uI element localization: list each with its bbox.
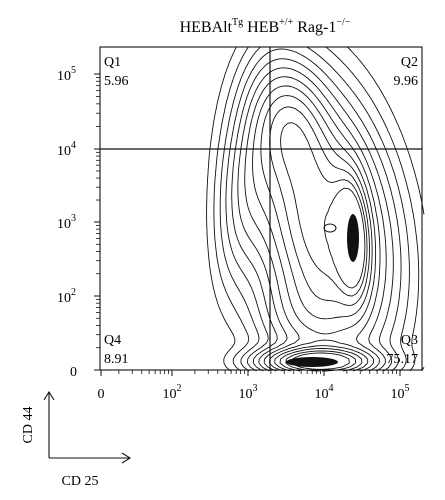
dense-core <box>323 223 337 233</box>
contour-line <box>291 187 366 370</box>
y-tick-label: 0 <box>70 365 77 380</box>
dense-core <box>286 357 338 367</box>
contour-line <box>213 46 420 372</box>
contour-density <box>206 46 425 372</box>
contour-line <box>280 122 368 372</box>
contour-line <box>219 46 410 372</box>
contour-line <box>225 48 402 372</box>
x-axis-label: CD 25 <box>62 474 99 489</box>
y-axis-label: CD 44 <box>21 407 36 444</box>
y-axis-ticks <box>94 73 100 371</box>
y-axis-arrowhead <box>43 390 55 401</box>
dense-core <box>347 214 359 262</box>
quadrant-q4-name: Q4 <box>104 333 121 348</box>
x-tick-label: 0 <box>98 387 105 402</box>
quadrant-q2-name: Q2 <box>401 55 418 70</box>
x-axis-ticks <box>100 370 401 376</box>
x-axis-arrowhead <box>121 452 132 464</box>
x-tick-label: 104 <box>315 383 334 402</box>
x-tick-label: 103 <box>239 383 258 402</box>
quadrant-q2-value: 9.96 <box>394 74 419 89</box>
chart-title: HEBAltTg HEB+/+ Rag-1−/− <box>180 17 351 36</box>
contour-line <box>260 95 373 372</box>
contour-line <box>231 58 394 372</box>
quadrant-q1-value: 5.96 <box>104 74 129 89</box>
y-tick-label: 102 <box>57 287 76 306</box>
y-tick-label: 103 <box>57 213 76 232</box>
axis-legend: CD 44 CD 25 <box>21 390 132 489</box>
contour-line <box>252 85 377 372</box>
plot-frame <box>99 46 423 371</box>
y-tick-label: 104 <box>57 140 76 159</box>
quadrant-q3-name: Q3 <box>401 333 418 348</box>
quadrant-q4-value: 8.91 <box>104 352 129 367</box>
x-tick-label: 105 <box>391 383 410 402</box>
quadrant-q1-name: Q1 <box>104 55 121 70</box>
y-tick-label: 105 <box>57 65 76 84</box>
quadrant-q3-value: 75.17 <box>387 352 419 367</box>
contour-line <box>269 106 370 372</box>
contour-line <box>244 76 381 372</box>
x-tick-label: 102 <box>163 383 182 402</box>
